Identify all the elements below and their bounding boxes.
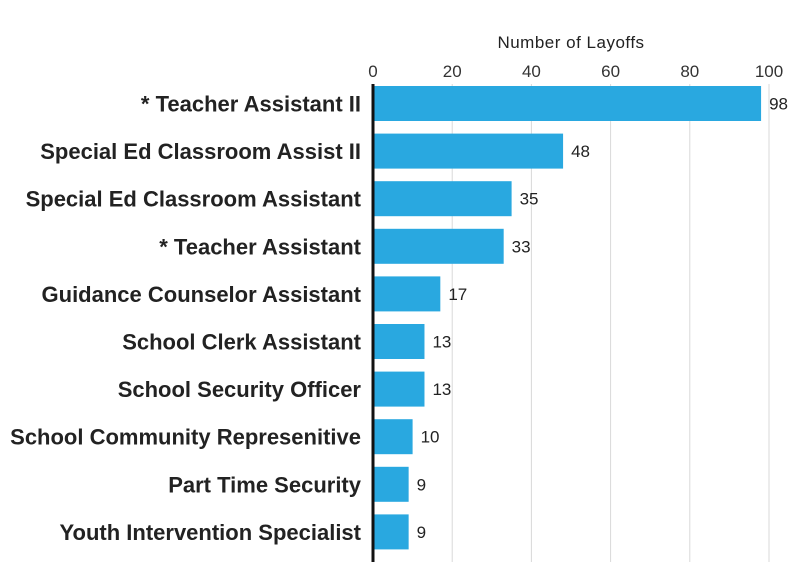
bar [373, 86, 762, 121]
bar [373, 276, 441, 312]
bar [373, 181, 512, 217]
value-label: 10 [421, 428, 440, 447]
category-label: Special Ed Classroom Assist II [40, 139, 361, 164]
category-label: Part Time Security [168, 472, 362, 497]
value-label: 13 [432, 380, 451, 399]
x-axis-ticks: 0 20 40 60 80 100 [368, 62, 783, 81]
bar [373, 371, 425, 407]
bar [373, 466, 409, 502]
x-tick-label: 60 [601, 62, 620, 81]
bar [373, 419, 413, 455]
value-labels: 98 48 35 33 17 13 13 10 9 9 [417, 95, 788, 542]
value-label: 98 [769, 95, 788, 114]
category-label: School Community Represenitive [10, 425, 361, 450]
category-label: School Security Officer [118, 377, 362, 402]
value-label: 9 [417, 523, 426, 542]
value-label: 33 [512, 237, 531, 256]
x-tick-label: 80 [680, 62, 699, 81]
value-label: 48 [571, 142, 590, 161]
category-label: * Teacher Assistant II [141, 92, 361, 117]
x-tick-label: 100 [755, 62, 783, 81]
bar [373, 228, 504, 264]
category-label: Special Ed Classroom Assistant [26, 187, 362, 212]
category-label: School Clerk Assistant [122, 330, 361, 355]
value-label: 35 [520, 190, 539, 209]
bar [373, 514, 409, 550]
x-tick-label: 20 [443, 62, 462, 81]
x-axis-title: Number of Layoffs [497, 33, 644, 52]
bar [373, 133, 564, 169]
x-tick-label: 40 [522, 62, 541, 81]
value-label: 13 [432, 333, 451, 352]
category-label: Youth Intervention Specialist [59, 520, 361, 545]
category-label: * Teacher Assistant [159, 234, 361, 259]
category-label: Guidance Counselor Assistant [42, 282, 362, 307]
value-label: 17 [448, 285, 467, 304]
bars [373, 86, 762, 550]
category-labels: * Teacher Assistant II Special Ed Classro… [10, 92, 362, 545]
value-label: 9 [417, 475, 426, 494]
bar [373, 324, 425, 359]
x-tick-label: 0 [368, 62, 377, 81]
